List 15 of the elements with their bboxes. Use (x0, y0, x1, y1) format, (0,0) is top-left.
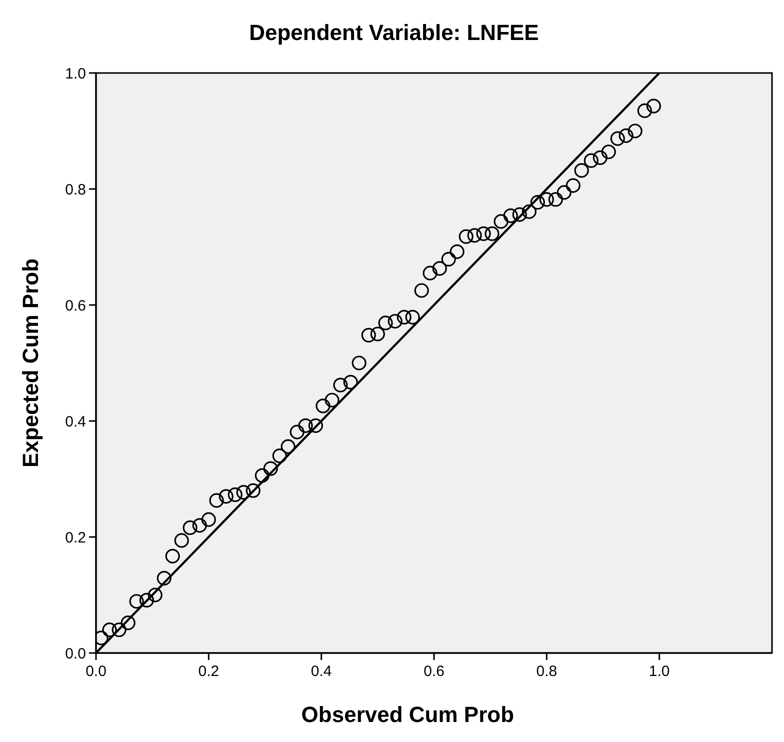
y-tick-label: 0.0 (65, 645, 86, 662)
x-tick-label: 0.4 (310, 663, 332, 680)
x-tick-label: 0.8 (536, 663, 558, 680)
y-tick-label: 0.8 (65, 181, 86, 198)
y-tick-label: 0.6 (65, 297, 86, 314)
x-tick-label: 0.0 (86, 663, 106, 680)
y-tick-label: 1.0 (65, 65, 86, 82)
y-tick-label: 0.2 (65, 529, 86, 546)
x-tick-label: 0.6 (424, 663, 444, 680)
x-axis-title: Observed Cum Prob (301, 702, 514, 727)
y-axis-title: Expected Cum Prob (18, 258, 43, 468)
chart-title: Dependent Variable: LNFEE (249, 20, 539, 45)
y-tick-label: 0.4 (65, 413, 86, 430)
x-tick-label: 1.0 (648, 663, 670, 680)
x-tick-label: 0.2 (198, 663, 220, 680)
